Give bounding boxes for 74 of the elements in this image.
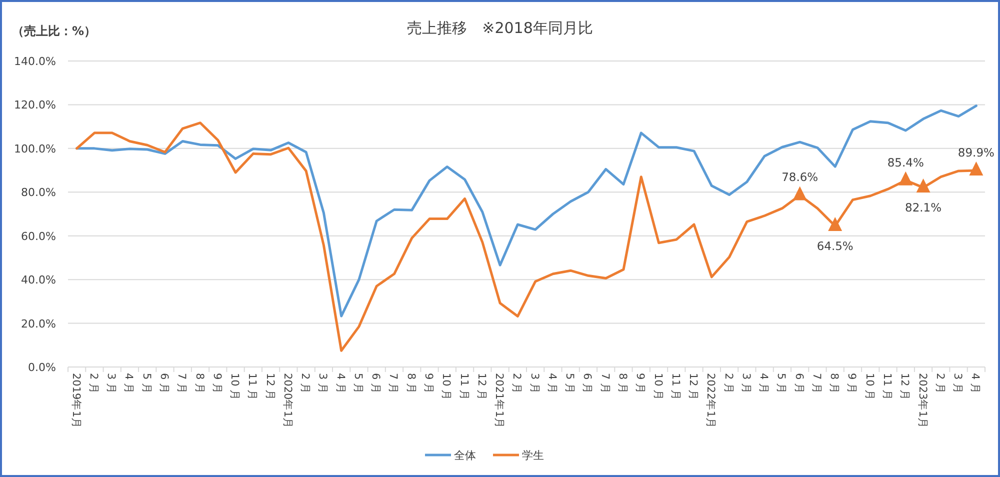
- y-tick-label: 80.0%: [21, 186, 56, 200]
- x-tick-label: 9 月: [846, 373, 858, 394]
- x-tick-label: 2023年1月: [916, 373, 928, 428]
- x-tick-label: 4 月: [334, 373, 346, 394]
- point: [969, 162, 984, 176]
- x-tick-label: 2021年1月: [493, 373, 506, 428]
- x-tick-label: 4 月: [969, 373, 982, 394]
- x-tick-label: 6 月: [792, 373, 805, 394]
- x-tick-label: 6 月: [581, 373, 594, 394]
- x-tick-label: 3 月: [952, 373, 964, 394]
- x-tick-label: 2020年1月: [281, 373, 294, 428]
- x-tick-label: 8 月: [616, 373, 628, 394]
- data-label: 85.4%: [887, 155, 924, 170]
- y-tick-label: 0.0%: [28, 361, 56, 374]
- data-label: 82.1%: [905, 200, 942, 215]
- x-tick-label: 9 月: [210, 373, 223, 394]
- y-tick-label: 140.0%: [14, 55, 56, 68]
- x-tick-label: 2022年1月: [704, 373, 717, 428]
- x-tick-label: 6 月: [370, 373, 382, 394]
- y-tick-label: 60.0%: [21, 230, 56, 243]
- x-tick-label: 5 月: [352, 373, 364, 394]
- x-tick-label: 2019年1月: [70, 373, 82, 428]
- x-tick-label: 11 月: [881, 373, 894, 401]
- data-label: 64.5%: [816, 239, 854, 254]
- data-label: 78.6%: [782, 170, 818, 184]
- y-axis-title: （売上比：%）: [12, 24, 96, 38]
- x-tick-label: 7 月: [387, 373, 400, 394]
- x-tick-label: 5 月: [564, 373, 576, 394]
- point: [828, 217, 842, 232]
- x-tick-label: 2 月: [510, 373, 523, 394]
- y-tick-label: 100.0%: [14, 142, 56, 156]
- point: [898, 171, 913, 186]
- x-tick-label: 5 月: [140, 373, 152, 394]
- x-tick-label: 2 月: [934, 373, 946, 394]
- x-tick-label: 6 月: [158, 373, 170, 394]
- x-tick-label: 8 月: [404, 373, 417, 394]
- x-tick-label: 5 月: [775, 373, 788, 394]
- x-tick-label: 3 月: [105, 373, 118, 394]
- x-tick-label: 4 月: [546, 373, 558, 394]
- point: [916, 178, 930, 193]
- x-tick-label: 9 月: [422, 373, 435, 394]
- chart-title: 売上推移 ※2018年同月比: [407, 19, 593, 37]
- x-tick-label: 10 月: [863, 373, 876, 401]
- x-tick-label: 10 月: [652, 373, 664, 401]
- x-tick-label: 7 月: [810, 373, 822, 394]
- legend-label: 学生: [522, 449, 544, 462]
- y-tick-label: 40.0%: [21, 274, 56, 287]
- x-tick-label: 3 月: [316, 373, 329, 394]
- x-tick-label: 11 月: [246, 373, 258, 401]
- x-tick-label: 12 月: [475, 373, 488, 401]
- x-tick-label: 11 月: [669, 373, 682, 401]
- x-tick-label: 10 月: [228, 373, 241, 401]
- legend-label: 全体: [454, 449, 476, 462]
- x-tick-label: 3 月: [740, 373, 752, 394]
- x-tick-label: 10 月: [440, 373, 452, 401]
- x-tick-label: 9 月: [634, 373, 646, 394]
- x-tick-label: 4 月: [122, 373, 135, 394]
- x-tick-label: 12 月: [898, 373, 911, 401]
- x-tick-label: 2 月: [87, 373, 100, 394]
- x-tick-label: 2 月: [722, 373, 734, 394]
- x-tick-label: 3 月: [528, 373, 540, 394]
- y-tick-label: 20.0%: [21, 317, 56, 330]
- x-tick-label: 8 月: [193, 373, 206, 394]
- data-label: 89.9%: [958, 146, 995, 160]
- x-tick-label: 8 月: [828, 373, 840, 394]
- x-tick-label: 7 月: [598, 373, 611, 394]
- x-tick-label: 12 月: [264, 373, 276, 401]
- x-tick-label: 7 月: [176, 373, 188, 394]
- point: [792, 186, 807, 200]
- x-tick-label: 4 月: [758, 373, 770, 394]
- y-tick-label: 120.0%: [14, 98, 56, 112]
- x-tick-label: 2 月: [299, 373, 312, 394]
- x-tick-label: 11 月: [458, 373, 470, 401]
- x-tick-label: 12 月: [687, 373, 700, 401]
